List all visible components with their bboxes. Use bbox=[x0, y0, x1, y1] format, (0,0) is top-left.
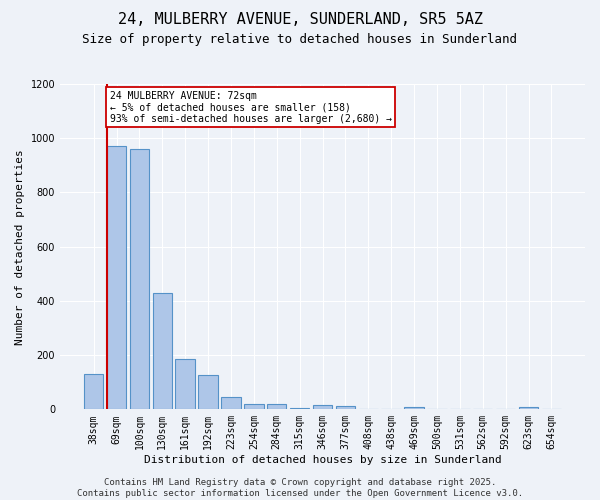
Text: Size of property relative to detached houses in Sunderland: Size of property relative to detached ho… bbox=[83, 32, 517, 46]
Bar bbox=[519, 407, 538, 410]
Text: Contains HM Land Registry data © Crown copyright and database right 2025.
Contai: Contains HM Land Registry data © Crown c… bbox=[77, 478, 523, 498]
Bar bbox=[199, 376, 218, 410]
Bar bbox=[130, 149, 149, 409]
Bar bbox=[175, 359, 195, 410]
Text: 24 MULBERRY AVENUE: 72sqm
← 5% of detached houses are smaller (158)
93% of semi-: 24 MULBERRY AVENUE: 72sqm ← 5% of detach… bbox=[110, 91, 392, 124]
Bar bbox=[335, 406, 355, 409]
Bar bbox=[84, 374, 103, 410]
Bar bbox=[221, 397, 241, 409]
X-axis label: Distribution of detached houses by size in Sunderland: Distribution of detached houses by size … bbox=[143, 455, 502, 465]
Y-axis label: Number of detached properties: Number of detached properties bbox=[15, 149, 25, 344]
Bar bbox=[404, 407, 424, 410]
Bar bbox=[152, 293, 172, 410]
Bar bbox=[313, 406, 332, 409]
Bar bbox=[267, 404, 286, 409]
Bar bbox=[290, 408, 310, 410]
Bar bbox=[244, 404, 263, 409]
Text: 24, MULBERRY AVENUE, SUNDERLAND, SR5 5AZ: 24, MULBERRY AVENUE, SUNDERLAND, SR5 5AZ bbox=[118, 12, 482, 28]
Bar bbox=[107, 146, 126, 410]
